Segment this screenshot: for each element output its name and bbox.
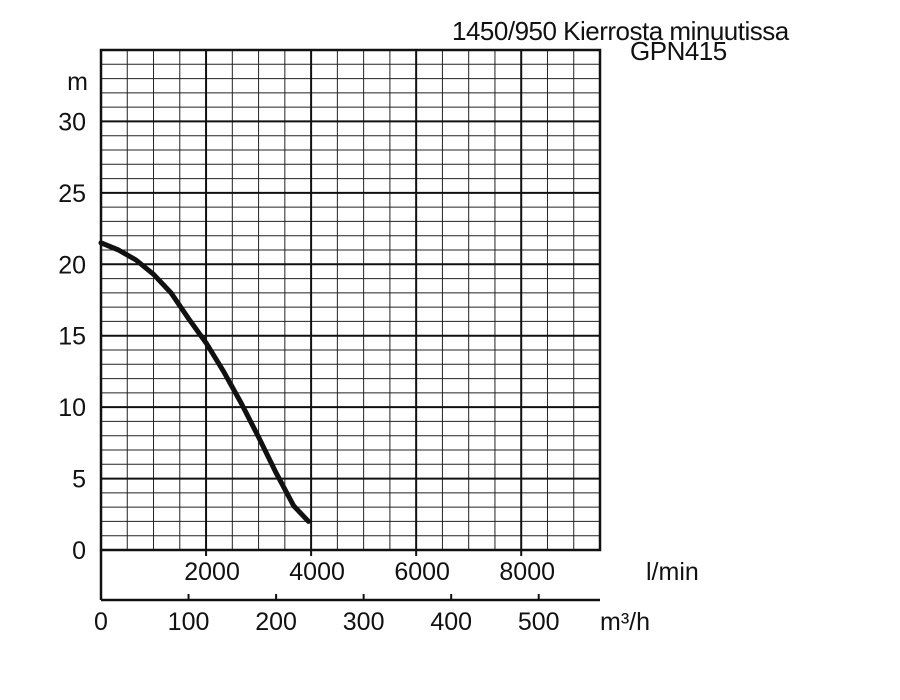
x-tick-label-m3h: 300	[343, 608, 385, 636]
chart-subtitle: GPN415	[630, 36, 727, 66]
y-tick-label: 30	[58, 108, 86, 136]
y-tick-label: 10	[58, 394, 86, 422]
x-tick-label-m3h: 0	[94, 608, 108, 636]
axis-labels: 0 5 10 15 20 25 30 m 2000 4000 6000 8000 l/min 0 100 20…	[58, 68, 699, 636]
chart-title: 1450/950 Kierrosta minuutissa	[452, 16, 789, 46]
x-tick-label-lmin: 8000	[499, 558, 555, 586]
y-tick-label: 5	[72, 466, 86, 494]
y-tick-label: 15	[58, 323, 86, 351]
y-tick-label: 0	[72, 537, 86, 565]
y-tick-label: 25	[58, 180, 86, 208]
x-tick-label-m3h: 100	[168, 608, 210, 636]
x-tick-label-m3h: 200	[255, 608, 297, 636]
x-tick-label-lmin: 4000	[289, 558, 345, 586]
grid-minor	[101, 50, 600, 550]
x-unit-lmin: l/min	[646, 558, 699, 586]
x-tick-label-m3h: 500	[518, 608, 560, 636]
plot-border	[99, 48, 602, 552]
grid-major	[101, 50, 600, 550]
chart-frame	[99, 48, 602, 602]
series-line	[98, 240, 311, 524]
curve-layer	[98, 240, 311, 524]
x-unit-m3h: m³/h	[600, 608, 650, 636]
x-tick-label-m3h: 400	[430, 608, 472, 636]
x-tick-label-lmin: 2000	[184, 558, 240, 586]
y-tick-label: 20	[58, 251, 86, 279]
x-tick-label-lmin: 6000	[394, 558, 450, 586]
y-axis-label: m	[67, 68, 88, 96]
